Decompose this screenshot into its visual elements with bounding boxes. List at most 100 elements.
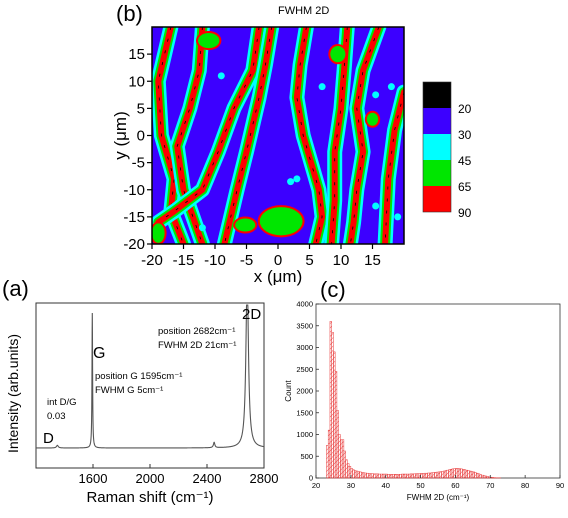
histogram-bar [415, 474, 417, 478]
histogram-x-axis-title: FWHM 2D (cm⁻¹) [407, 493, 470, 502]
histogram-bar [335, 371, 337, 478]
histogram-bar [450, 469, 452, 478]
histogram-bar [375, 474, 377, 478]
histogram-bar [473, 472, 475, 478]
histogram-bar [387, 474, 389, 478]
map-blob [367, 113, 378, 126]
histogram-y-tick-label: 4000 [296, 300, 313, 309]
map-blob [152, 223, 165, 243]
map-spot [287, 178, 294, 185]
histogram-bar [367, 473, 369, 478]
histogram-bar [401, 474, 403, 478]
histogram-bar [483, 476, 485, 478]
histogram-bar [436, 472, 438, 478]
histogram-bar [342, 440, 344, 478]
histogram-bar [480, 475, 482, 478]
histogram-x-tick-label: 60 [451, 481, 459, 490]
histogram-bar [403, 474, 405, 478]
histogram-bar [422, 473, 424, 478]
histogram-x-tick-label: 70 [486, 481, 494, 490]
histogram-bar [464, 470, 466, 478]
histogram-bar [487, 476, 489, 478]
histogram-bar [337, 411, 339, 478]
histogram-x-tick-label: 40 [382, 481, 390, 490]
histogram-bar [448, 470, 450, 478]
annotation-fwhm-2d: FWHM 2D 21cm⁻¹ [158, 340, 236, 351]
map-title: FWHM 2D [278, 5, 329, 17]
histogram-bar [441, 471, 443, 478]
histogram-bar [380, 474, 382, 478]
spectrum-x-tick-label: 2800 [250, 471, 279, 486]
histogram-bar [433, 473, 435, 478]
map-spot [394, 213, 401, 220]
histogram-bar [461, 469, 463, 478]
annotation-int-dg: int D/G [47, 397, 77, 408]
histogram-bar [408, 474, 410, 478]
map-blob [260, 207, 303, 235]
histogram-bar [492, 477, 494, 478]
histogram-bar [361, 472, 363, 478]
histogram-bar [372, 474, 374, 478]
map-y-tick-label: -10 [123, 182, 145, 199]
histogram-bar [393, 474, 395, 478]
map-x-tick-label: -15 [173, 252, 195, 269]
histogram-bar [447, 470, 449, 478]
histogram-bar [326, 445, 328, 478]
histogram-bar [459, 469, 461, 478]
histogram-bar [344, 451, 346, 478]
map-spot [293, 175, 300, 182]
histogram-bar [428, 473, 430, 478]
histogram-y-tick-label: 1500 [296, 408, 313, 417]
map-y-tick-label: 10 [128, 73, 145, 90]
map-blob [235, 219, 255, 232]
histogram-frame [316, 304, 560, 478]
histogram-bar [330, 321, 332, 478]
histogram-bar [485, 476, 487, 478]
histogram-bar [412, 474, 414, 478]
histogram-bar [435, 472, 437, 478]
histogram-bar [478, 474, 480, 478]
histogram-y-tick-label: 3000 [296, 343, 313, 352]
map-x-tick-label: -10 [204, 252, 226, 269]
histogram-bar [339, 435, 341, 479]
histogram-bar [398, 474, 400, 478]
map-spot [199, 224, 206, 231]
panel-label-b: (b) [116, 1, 143, 26]
histogram-bar [426, 473, 428, 478]
histogram-bar [414, 474, 416, 478]
spectrum-x-tick-label: 1600 [79, 471, 108, 486]
map-x-tick-label: 5 [305, 252, 313, 269]
map-spot [372, 203, 379, 210]
histogram-bar [438, 472, 440, 478]
histogram-bar [332, 332, 334, 478]
map-x-tick-label: -20 [141, 252, 163, 269]
map-y-axis-title: y (μm) [111, 111, 130, 160]
histogram-bar [382, 474, 384, 478]
histogram-x-tick-label: 80 [521, 481, 529, 490]
annotation-position-2d: position 2682cm⁻¹ [158, 326, 235, 337]
histogram-bar [468, 471, 470, 478]
peak-label-d: D [43, 430, 54, 447]
map-spot [319, 83, 326, 90]
map-x-tick-label: 10 [333, 252, 350, 269]
histogram-bar [424, 473, 426, 478]
spectrum-x-axis-title: Raman shift (cm⁻¹) [86, 489, 213, 506]
histogram-bar [358, 471, 360, 478]
histogram-bar [354, 471, 356, 478]
panel-label-a: (a) [2, 276, 29, 301]
histogram-bar [466, 470, 468, 478]
histogram-bar [429, 473, 431, 478]
histogram-bar [391, 474, 393, 478]
histogram-bar [475, 473, 477, 478]
spectrum-x-tick-label: 2000 [136, 471, 165, 486]
histogram-bar [445, 471, 447, 478]
histogram-bar [394, 474, 396, 478]
colorbar-label: 45 [458, 154, 472, 168]
histogram-bar [431, 473, 433, 478]
colorbar-swatch [423, 108, 451, 134]
histogram-bar [476, 473, 478, 478]
